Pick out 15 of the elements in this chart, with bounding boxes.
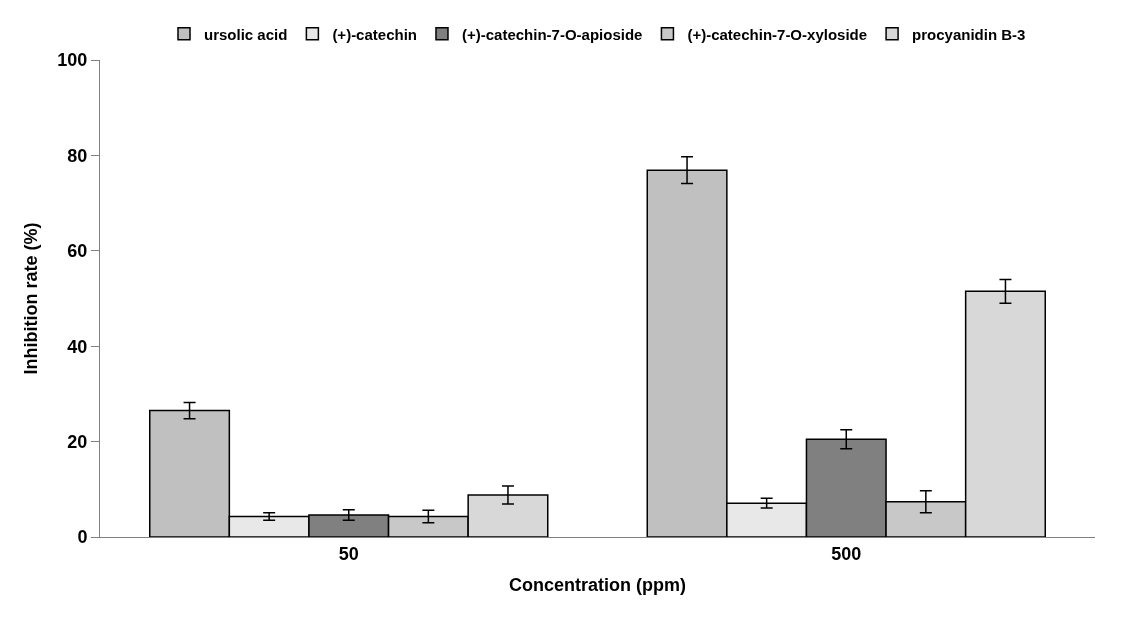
y-axis-title: Inhibition rate (%) xyxy=(20,222,41,375)
y-tick-label: 60 xyxy=(67,241,88,262)
y-tick-label: 80 xyxy=(67,145,88,166)
y-tick-label: 100 xyxy=(57,50,88,71)
legend-label: (+)-catechin xyxy=(332,25,417,43)
legend-label: (+)-catechin-7-O-xyloside xyxy=(687,25,868,43)
y-tick-label: 20 xyxy=(67,431,88,452)
x-tick-label: 500 xyxy=(831,543,862,564)
legend-label: procyanidin B-3 xyxy=(912,25,1026,43)
x-axis-title: Concentration (ppm) xyxy=(509,574,686,595)
y-tick-label: 40 xyxy=(67,336,88,357)
x-tick-label: 50 xyxy=(338,543,359,564)
y-tick-label: 0 xyxy=(77,527,88,548)
legend-label: (+)-catechin-7-O-apioside xyxy=(461,25,643,43)
legend-label: ursolic acid xyxy=(204,25,288,43)
